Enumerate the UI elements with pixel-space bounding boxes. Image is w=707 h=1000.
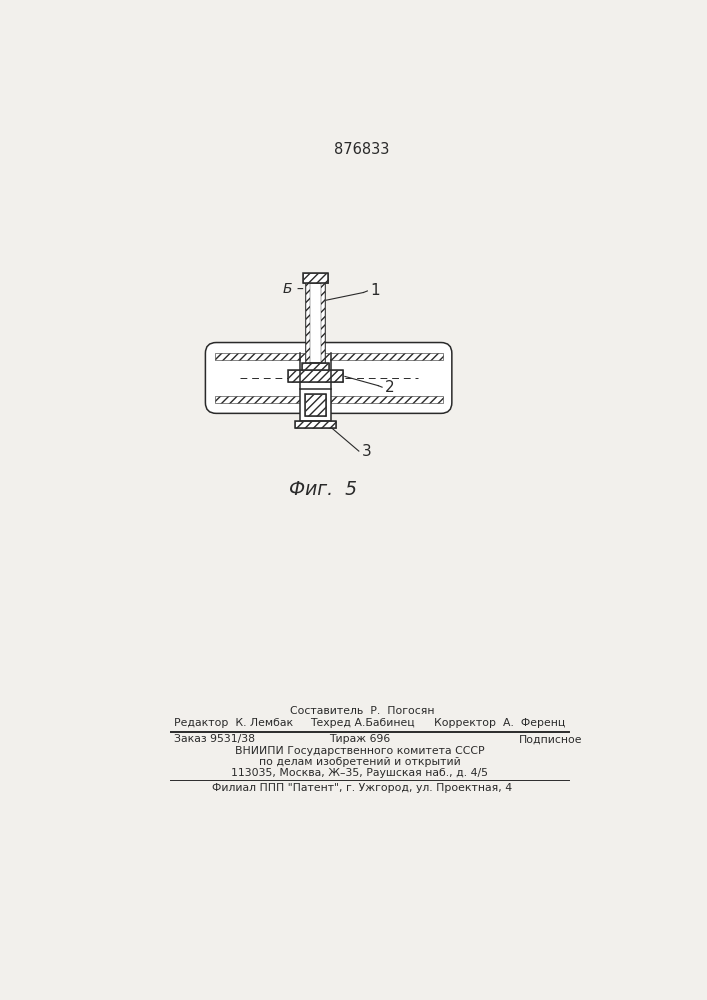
- Text: Филиал ППП "Патент", г. Ужгород, ул. Проектная, 4: Филиал ППП "Патент", г. Ужгород, ул. Про…: [212, 783, 512, 793]
- Bar: [305, 394, 325, 416]
- Text: 3: 3: [362, 444, 372, 459]
- Bar: [303, 273, 328, 283]
- Bar: [300, 389, 331, 421]
- Bar: [215, 396, 443, 403]
- Bar: [321, 283, 325, 363]
- Bar: [288, 370, 344, 382]
- Text: ВНИИПИ Государственного комитета СССР: ВНИИПИ Государственного комитета СССР: [235, 746, 484, 756]
- Text: Тираж 696: Тираж 696: [329, 734, 390, 744]
- Bar: [306, 283, 310, 363]
- FancyBboxPatch shape: [206, 343, 452, 413]
- Text: Б – Б: Б – Б: [283, 282, 317, 296]
- Bar: [296, 421, 336, 428]
- Bar: [303, 363, 329, 370]
- Bar: [306, 283, 325, 363]
- Text: по делам изобретений и открытий: по делам изобретений и открытий: [259, 757, 460, 767]
- Bar: [215, 353, 443, 360]
- Bar: [305, 394, 325, 416]
- Bar: [303, 363, 329, 370]
- Bar: [215, 396, 443, 403]
- Bar: [300, 360, 331, 396]
- Text: 1: 1: [370, 283, 380, 298]
- Bar: [288, 370, 344, 382]
- Text: Фиг.  5: Фиг. 5: [289, 480, 357, 499]
- Text: Заказ 9531/38: Заказ 9531/38: [174, 734, 255, 744]
- Bar: [296, 421, 336, 428]
- Text: Подписное: Подписное: [518, 734, 582, 744]
- Text: Техред А.Бабинец: Техред А.Бабинец: [310, 718, 414, 728]
- Bar: [303, 273, 328, 283]
- Text: Корректор  А.  Ференц: Корректор А. Ференц: [434, 718, 565, 728]
- Text: Редактор  К. Лембак: Редактор К. Лембак: [174, 718, 293, 728]
- Text: Составитель  Р.  Погосян: Составитель Р. Погосян: [290, 706, 434, 716]
- Text: 876833: 876833: [334, 142, 390, 157]
- Text: 2: 2: [385, 380, 395, 395]
- Bar: [215, 353, 443, 360]
- Text: 113035, Москва, Ж–35, Раушская наб., д. 4/5: 113035, Москва, Ж–35, Раушская наб., д. …: [231, 768, 488, 778]
